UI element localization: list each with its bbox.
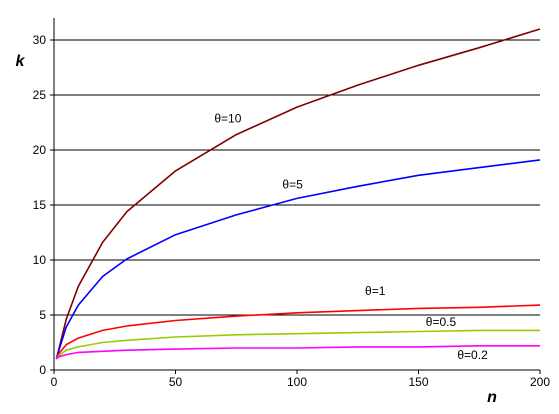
y-tick-label-25: 25: [33, 88, 47, 102]
series-line-4: [55, 329, 540, 360]
series-line-2: [55, 159, 541, 360]
series-label-1: θ=10: [214, 112, 241, 126]
series-label-3: θ=1: [365, 284, 386, 298]
series-line-1: [55, 28, 541, 360]
series-lines: [55, 28, 541, 360]
y-tick-label-10: 10: [33, 253, 47, 267]
y-tick-label-15: 15: [33, 198, 47, 212]
series-labels: θ=10 θ=5 θ=1 θ=0.5 θ=0.2: [214, 112, 488, 363]
series-line-3: [55, 304, 541, 360]
series-label-4: θ=0.5: [426, 315, 457, 329]
tick-labels: 0 5 10 15 20 25 30 0 50 100 150 200: [33, 33, 551, 389]
x-tick-label-50: 50: [169, 375, 183, 389]
y-tick-label-5: 5: [39, 308, 46, 322]
y-axis-title: k: [16, 53, 26, 70]
series-line-5: [55, 345, 540, 360]
y-tick-label-30: 30: [33, 33, 47, 47]
series-label-2: θ=5: [282, 178, 303, 192]
series-label-5: θ=0.2: [457, 348, 488, 362]
x-axis-title: n: [487, 389, 497, 406]
y-tick-label-0: 0: [39, 363, 46, 377]
y-tick-label-20: 20: [33, 143, 47, 157]
x-tick-label-0: 0: [51, 375, 58, 389]
x-tick-label-100: 100: [287, 375, 307, 389]
axes: [50, 18, 541, 374]
x-tick-label-150: 150: [408, 375, 428, 389]
x-tick-label-200: 200: [530, 375, 550, 389]
